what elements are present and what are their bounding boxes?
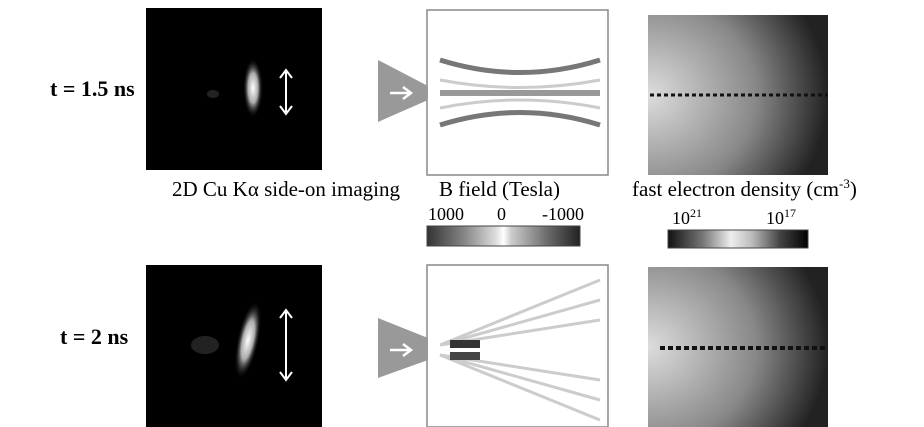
bfield-panel [378, 265, 608, 427]
imaging-panel [146, 265, 322, 427]
caption: B field (Tesla) [439, 177, 560, 201]
scale-base: 10 [672, 208, 690, 228]
density-panel [648, 267, 828, 427]
scale-label: -1000 [542, 204, 584, 224]
caption: 2D Cu Kα side-on imaging [172, 177, 400, 201]
imaging-panel [146, 8, 322, 170]
scale-label: 1021 [672, 206, 702, 228]
scale-label: 1017 [766, 206, 796, 228]
caption-sup: -3 [839, 176, 850, 191]
scale-label: 1000 [428, 204, 464, 224]
scale-label: 0 [497, 204, 506, 224]
scale-exp: 17 [784, 206, 796, 220]
colorbar [427, 226, 580, 246]
scale-base: 10 [766, 208, 784, 228]
caption-text: fast electron density (cm [632, 177, 839, 201]
row-label: t = 2 ns [60, 324, 129, 349]
caption: fast electron density (cm-3) [632, 176, 857, 201]
scale-exp: 21 [690, 206, 702, 220]
colorbar [668, 230, 808, 248]
caption-text: ) [850, 177, 857, 201]
figure: t = 1.5 ns t = 2 ns [0, 0, 924, 427]
density-panel [648, 15, 828, 175]
row-label: t = 1.5 ns [50, 76, 135, 101]
bfield-panel [378, 10, 608, 175]
